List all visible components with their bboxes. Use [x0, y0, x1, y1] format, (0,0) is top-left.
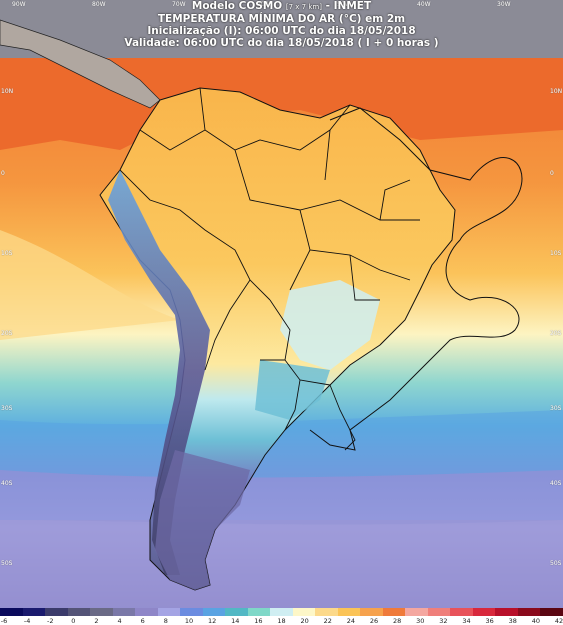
coord-left-label: 20S — [1, 330, 13, 337]
legend-label: 18 — [277, 617, 286, 625]
legend-label: 40 — [531, 617, 541, 625]
color-legend: -6 -4 -2 0 2 4 6 8 10 12 14 16 18 20 22 24 26 28 30 32 34 36 3… — [0, 608, 563, 625]
legend-swatch — [315, 608, 338, 616]
legend-label: 20 — [300, 617, 309, 625]
legend-label: 14 — [231, 617, 240, 625]
legend-swatch — [337, 608, 361, 616]
legend-swatch — [292, 608, 316, 616]
coord-top-label: 40W — [417, 1, 431, 8]
legend-label: 6 — [140, 617, 145, 625]
patagonia-zone — [155, 450, 250, 590]
title-line-validity: Validade: 06:00 UTC do dia 18/05/2018 ( … — [124, 37, 439, 49]
legend-swatch — [360, 608, 383, 616]
legend-swatch — [22, 608, 46, 616]
legend-swatch — [517, 608, 541, 616]
coord-right-label: 0 — [550, 170, 554, 177]
legend-label: 34 — [462, 617, 471, 625]
coord-left-label: 10N — [1, 88, 14, 95]
legend-swatch — [202, 608, 226, 616]
coord-left-label: 0 — [1, 170, 5, 177]
legend-swatch — [0, 608, 23, 616]
andes-cold-zone — [108, 170, 210, 575]
legend-swatch — [135, 608, 158, 616]
coord-right-label: 50S — [550, 560, 562, 567]
coord-right-label: 40S — [550, 480, 562, 487]
pacific-band — [0, 230, 180, 340]
temperature-map-svg — [0, 0, 563, 608]
legend-swatch — [495, 608, 518, 616]
coord-top-label: 70W — [172, 1, 186, 8]
legend-label: 2 — [94, 617, 99, 625]
legend-label: 10 — [184, 617, 194, 625]
legend-swatch — [472, 608, 496, 616]
legend-label: 32 — [439, 617, 448, 625]
legend-swatch — [157, 608, 181, 616]
grid-ticks — [19, 0, 506, 6]
legend-color-bar — [0, 608, 563, 616]
model-resolution: [7 x 7 km] — [285, 3, 322, 11]
maritime-boundary — [309, 107, 523, 451]
legend-label: 36 — [485, 617, 494, 625]
coord-left-label: 30S — [1, 405, 13, 412]
south-band-1 — [0, 410, 563, 478]
legend-label: 22 — [323, 617, 332, 625]
legend-swatch — [247, 608, 271, 616]
coord-top-label: 90W — [12, 1, 26, 8]
legend-label: 24 — [346, 617, 356, 625]
legend-label: -2 — [47, 617, 54, 625]
legend-label: 16 — [254, 617, 263, 625]
legend-labels: -6 -4 -2 0 2 4 6 8 10 12 14 16 18 20 22 24 26 28 30 32 34 36 3… — [0, 617, 563, 625]
legend-swatch — [427, 608, 451, 616]
central-brazil-cool — [280, 280, 380, 370]
legend-swatch — [45, 608, 68, 616]
title-line-model: Modelo COSMO [7 x 7 km] - INMET — [0, 0, 563, 13]
coord-top-label: 60W — [257, 1, 271, 8]
legend-label: 26 — [369, 617, 379, 625]
coord-top-label: 80W — [92, 1, 106, 8]
coord-right-label: 10S — [550, 250, 562, 257]
south-brazil-cold — [255, 360, 330, 420]
legend-swatch — [382, 608, 406, 616]
legend-label: -4 — [23, 617, 31, 625]
legend-label: 8 — [163, 617, 168, 625]
model-name: Modelo COSMO — [191, 0, 283, 12]
central-america — [0, 19, 161, 109]
legend-swatch — [225, 608, 248, 616]
legend-swatch — [270, 608, 293, 616]
legend-label: 42 — [554, 617, 563, 625]
coord-right-label: 30S — [550, 405, 562, 412]
map-title-block: Modelo COSMO [7 x 7 km] - INMET TEMPERAT… — [0, 0, 563, 49]
legend-label: 28 — [392, 617, 402, 625]
coord-left-label: 10S — [1, 250, 13, 257]
legend-swatch — [450, 608, 473, 616]
legend-swatch — [405, 608, 428, 616]
legend-label: -6 — [0, 617, 8, 625]
legend-swatch — [112, 608, 136, 616]
south-band-3 — [0, 520, 563, 608]
model-org: - INMET — [325, 0, 372, 12]
title-line-init: Inicialização (I): 06:00 UTC do dia 18/0… — [147, 25, 416, 37]
legend-label: 38 — [508, 617, 517, 625]
south-band-2 — [0, 470, 563, 525]
legend-label: 12 — [207, 617, 217, 625]
coord-top-label: 50W — [337, 1, 351, 8]
coord-left-label: 50S — [1, 560, 13, 567]
country-borders — [119, 87, 420, 451]
legend-swatch — [67, 608, 91, 616]
legend-label: 30 — [416, 617, 425, 625]
coord-top-label: 30W — [497, 1, 511, 8]
coord-right-label: 10N — [550, 88, 563, 95]
legend-label: 0 — [71, 617, 76, 625]
north-band — [0, 0, 563, 58]
legend-swatch — [540, 608, 563, 616]
legend-swatch — [180, 608, 203, 616]
legend-swatch — [90, 608, 113, 616]
coord-right-label: 20S — [550, 330, 562, 337]
title-line-variable: TEMPERATURA MÍNIMA DO AR (°C) em 2m — [157, 13, 406, 25]
legend-label: 4 — [117, 617, 122, 625]
coord-left-label: 40S — [1, 480, 13, 487]
